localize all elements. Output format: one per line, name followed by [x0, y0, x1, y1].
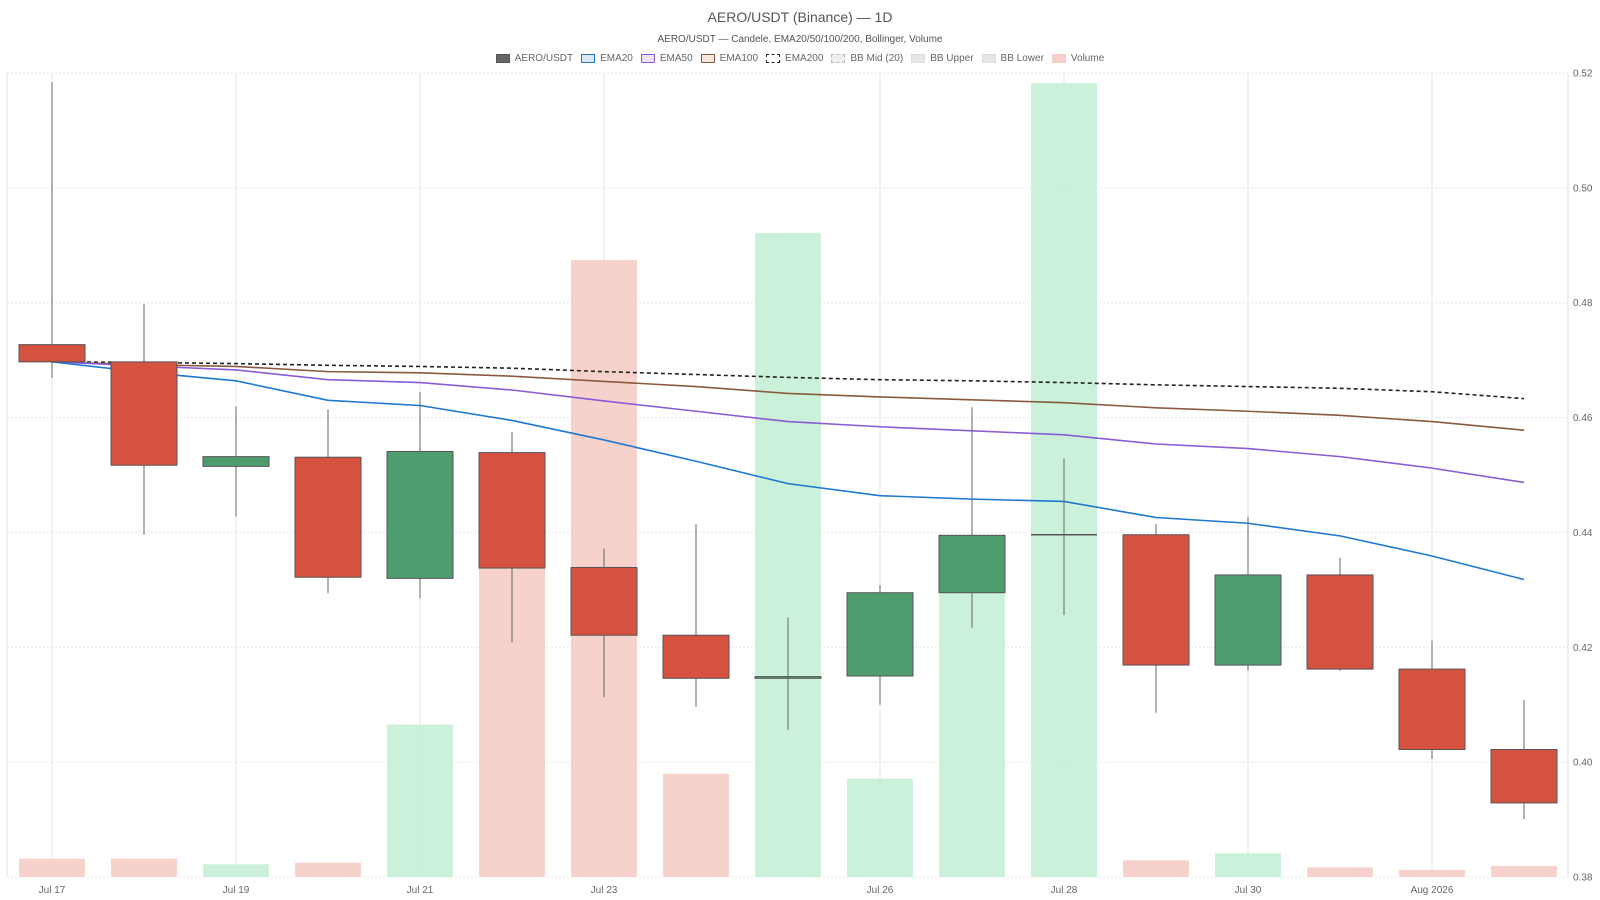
- candle-body: [1122, 534, 1190, 666]
- legend-label: AERO/USDT: [514, 53, 574, 64]
- candle-body: [938, 534, 1006, 594]
- candle-body: [386, 450, 454, 579]
- volume-bar: [295, 862, 361, 877]
- candle-body: [570, 566, 638, 636]
- legend-swatch: [766, 54, 781, 63]
- volume-bar: [111, 858, 177, 877]
- volume-bar: [1307, 867, 1373, 877]
- legend-label: BB Upper: [930, 53, 974, 64]
- ema50-line: [51, 361, 1525, 484]
- legend-item[interactable]: AERO/USDT: [495, 53, 574, 64]
- x-tick-label: Jul 19: [223, 885, 250, 896]
- volume-bar: [1215, 853, 1281, 877]
- candle-body: [294, 456, 362, 578]
- candle-body: [110, 361, 178, 466]
- legend-item[interactable]: BB Mid (20): [831, 53, 903, 64]
- x-tick-label: Jul 28: [1051, 885, 1078, 896]
- candle-body: [754, 676, 822, 679]
- legend-swatch: [1051, 54, 1066, 63]
- x-tick-label: Jul 17: [39, 885, 66, 896]
- candle-body: [18, 344, 86, 363]
- chart-title: AERO/USDT (Binance) — 1D: [707, 9, 893, 25]
- legend-item[interactable]: EMA50: [640, 53, 693, 64]
- legend-label: EMA50: [659, 53, 693, 64]
- y-tick-label: 0.44: [1573, 528, 1593, 539]
- legend-label: BB Lower: [1000, 53, 1044, 64]
- volume-bar: [19, 858, 85, 877]
- volume-bar: [387, 724, 453, 877]
- candle-body: [478, 452, 546, 569]
- legend-label: EMA100: [719, 53, 759, 64]
- ema200-line: [51, 361, 1525, 400]
- legend-swatch: [640, 54, 655, 63]
- legend-swatch: [831, 54, 846, 63]
- legend-item[interactable]: EMA100: [700, 53, 759, 64]
- y-tick-label: 0.40: [1573, 758, 1593, 769]
- legend-swatch: [700, 54, 715, 63]
- ema20-line: [51, 361, 1525, 581]
- chart-subtitle: AERO/USDT — Candele, EMA20/50/100/200, B…: [657, 34, 943, 45]
- legend-swatch: [981, 54, 996, 63]
- candle-body: [1214, 574, 1282, 666]
- y-tick-label: 0.50: [1573, 183, 1593, 194]
- candle-body: [1490, 749, 1558, 804]
- volume-bar: [203, 864, 269, 877]
- y-tick-label: 0.46: [1573, 413, 1593, 424]
- candle-body: [846, 592, 914, 677]
- legend-item[interactable]: EMA20: [581, 53, 633, 64]
- y-tick-label: 0.38: [1573, 873, 1593, 884]
- candle-body: [1306, 574, 1374, 670]
- ema100-line: [51, 361, 1525, 432]
- legend-label: EMA20: [600, 53, 633, 64]
- legend-item[interactable]: EMA200: [766, 53, 823, 64]
- y-tick-label: 0.52: [1573, 69, 1593, 80]
- chart-legend: AERO/USDT EMA20 EMA50 EMA100 EMA200 BB Mid (2…: [0, 53, 1600, 64]
- volume-bar: [939, 581, 1005, 877]
- y-tick-label: 0.48: [1573, 298, 1593, 309]
- legend-item[interactable]: BB Lower: [981, 53, 1044, 64]
- x-tick-label: Jul 26: [867, 885, 894, 896]
- legend-label: Volume: [1070, 53, 1105, 64]
- candle-body: [202, 456, 270, 467]
- volume-bar: [1399, 869, 1465, 877]
- x-tick-label: Jul 21: [407, 885, 434, 896]
- volume-bar: [755, 233, 821, 878]
- legend-item[interactable]: Volume: [1051, 53, 1105, 64]
- candle-body: [1398, 668, 1466, 751]
- legend-swatch: [581, 54, 596, 63]
- legend-label: EMA200: [785, 53, 824, 64]
- legend-swatch: [911, 54, 926, 63]
- x-tick-label: Aug 2026: [1411, 885, 1454, 896]
- legend-swatch: [495, 54, 510, 63]
- volume-bar: [1123, 860, 1189, 877]
- y-tick-label: 0.42: [1573, 643, 1593, 654]
- candle-body: [662, 634, 730, 679]
- x-tick-label: Jul 23: [591, 885, 618, 896]
- volume-bar: [663, 773, 729, 877]
- volume-bar: [847, 778, 913, 877]
- legend-label: BB Mid (20): [850, 53, 904, 64]
- legend-item[interactable]: BB Upper: [911, 53, 974, 64]
- x-tick-label: Jul 30: [1235, 885, 1262, 896]
- volume-bar: [1491, 865, 1557, 877]
